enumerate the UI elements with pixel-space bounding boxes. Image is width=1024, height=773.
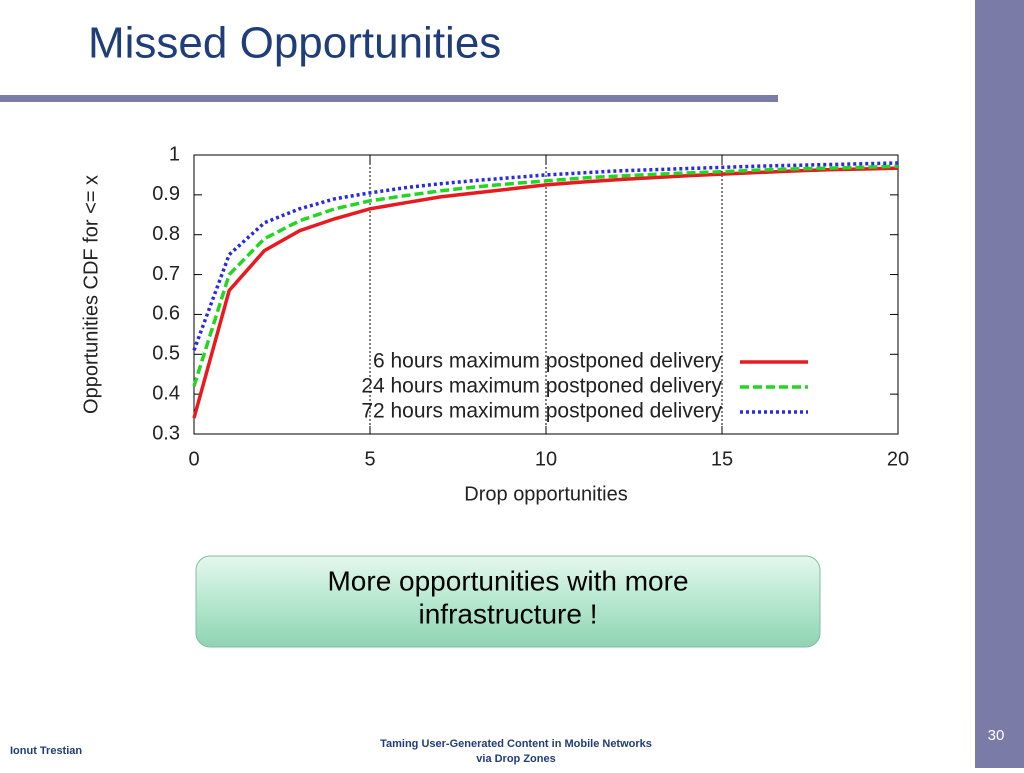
side-bar: [975, 0, 1024, 768]
legend-label: 6 hours maximum postponed delivery: [373, 350, 723, 373]
x-tick-label: 0: [188, 448, 199, 470]
y-tick-label: 0.9: [152, 183, 180, 205]
x-tick-label: 15: [711, 448, 733, 470]
y-tick-label: 0.7: [152, 263, 180, 285]
footer-title: via Drop Zones: [476, 753, 555, 765]
legend-label: 72 hours maximum postponed delivery: [361, 400, 722, 423]
plot-frame: [193, 154, 899, 435]
page-number: 30: [988, 727, 1005, 744]
y-tick-label: 0.6: [152, 303, 180, 325]
x-tick-label: 10: [535, 448, 557, 470]
series-line: [192, 161, 899, 351]
callout-text: infrastructure !: [419, 598, 598, 629]
y-tick-label: 0.8: [152, 223, 180, 245]
x-tick-label: 5: [364, 448, 375, 470]
x-tick-label: 20: [887, 448, 909, 470]
y-tick-label: 0.3: [152, 422, 180, 444]
callout-box: [195, 555, 821, 648]
footer-title: Taming User-Generated Content in Mobile …: [380, 738, 652, 750]
y-tick-label: 0.4: [152, 382, 180, 404]
legend-label: 24 hours maximum postponed delivery: [361, 375, 722, 398]
chart: 0 5 10 15 20 0.3 0.4 0.5 0.6 0.7 0.8 0.9 1 Drop oppor…: [80, 143, 909, 505]
y-axis-label: Opportunities CDF for <= x: [80, 175, 102, 414]
y-tick-label: 0.5: [152, 343, 180, 365]
title-rule: [0, 95, 778, 102]
footer-author: Ionut Trestian: [10, 745, 82, 757]
y-tick-label: 1: [169, 143, 180, 165]
slide-title: Missed Opportunities: [88, 19, 501, 68]
series-line: [192, 166, 899, 419]
series-line: [192, 164, 899, 387]
callout-text: More opportunities with more: [327, 565, 688, 596]
x-axis-label: Drop opportunities: [464, 483, 627, 505]
